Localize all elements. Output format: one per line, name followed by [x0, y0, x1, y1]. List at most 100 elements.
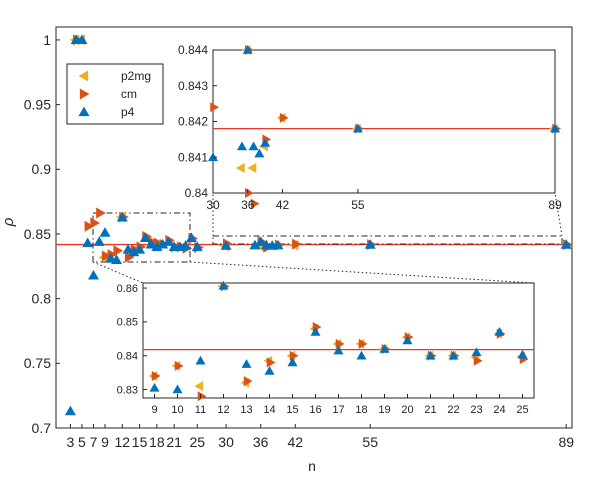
inset-bottom-y-tick-label-0: 0.83 [117, 384, 138, 396]
main-point-p4-16 [157, 238, 169, 249]
main-x-tick-label-7: 21 [166, 434, 182, 450]
inset-bottom-data-points [148, 280, 529, 402]
inset-top-y-tick-label-1: 0.841 [178, 150, 208, 164]
inset-bottom-x-tick-label-16: 25 [516, 404, 528, 416]
inset-top-y-axis: 0.84 0.841 0.842 0.843 0.844 [178, 43, 217, 200]
main-point-p4-22 [191, 241, 203, 252]
inset-top-point-cm-3 [250, 198, 260, 209]
inset-bottom-x-tick-label-9: 18 [355, 404, 367, 416]
inset-bottom-point-p4-14 [471, 347, 482, 357]
main-point-p4-5 [93, 236, 105, 246]
inset-bottom-point-p4-5 [264, 365, 275, 375]
inset-top-point-p4-2 [242, 45, 253, 54]
zoom-region-upper [212, 235, 563, 245]
inset-bottom-x-tick-label-7: 16 [309, 404, 321, 416]
inset-bottom-point-p4-9 [356, 350, 367, 360]
main-point-p4-21 [185, 232, 197, 242]
main-point-p4-14 [145, 238, 157, 249]
main-point-cm-8 [124, 251, 135, 263]
inset-bottom-y-axis: 0.83 0.84 0.85 0.86 [117, 283, 147, 396]
legend-marker-cm [79, 88, 90, 100]
zoom-connectors [92, 192, 563, 284]
x-axis-label: n [308, 458, 316, 474]
legend-marker-p4 [78, 106, 90, 117]
main-x-tick-label-4: 12 [115, 434, 131, 450]
inset-top-point-p2mg-2 [247, 162, 257, 173]
inset-bottom-x-tick-label-1: 10 [171, 404, 183, 416]
main-point-p4-12 [134, 243, 146, 254]
inset-bottom-x-tick-label-8: 17 [332, 404, 344, 416]
main-point-p4-0 [64, 405, 76, 416]
inset-bottom-point-cm-2 [197, 391, 207, 402]
y-axis-label: ρ [0, 217, 17, 227]
main-point-p4-10 [122, 243, 134, 254]
main-point-cm-6 [113, 245, 124, 257]
main-point-p4-8 [111, 254, 123, 264]
inset-bottom-x-tick-label-6: 15 [286, 404, 298, 416]
main-x-tick-label-9: 30 [218, 434, 234, 450]
inset-top-point-p4-1 [236, 141, 247, 151]
inset-bottom-x-tick-label-15: 24 [493, 404, 505, 416]
main-point-p4-28 [272, 239, 284, 250]
inset-bottom-y-tick-label-1: 0.84 [117, 351, 138, 363]
inset-top-point-p4-0 [208, 152, 218, 161]
inset-top-data-points [208, 45, 561, 209]
inset-bottom-point-p4-12 [425, 350, 436, 360]
main-point-cm-1 [84, 220, 95, 232]
inset-bottom-point-cm-6 [289, 350, 299, 361]
main-x-tick-label-11: 42 [287, 434, 303, 450]
main-point-p4-9 [116, 211, 128, 222]
inset-bottom-point-p4-0 [149, 382, 160, 392]
main-x-tick-label-12: 55 [362, 434, 378, 450]
inset-bottom-point-p2mg-2 [194, 381, 204, 392]
main-point-p4-20 [180, 240, 192, 250]
main-x-tick-label-1: 5 [78, 434, 86, 450]
inset-bottom-point-p4-3 [218, 280, 229, 290]
inset-bottom-point-cm-9 [358, 338, 368, 349]
main-data-points [64, 34, 573, 416]
inset-top-point-p4-5 [260, 137, 271, 147]
main-x-tick-label-6: 18 [149, 434, 165, 450]
inset-top-point-cm-5 [279, 112, 289, 123]
main-point-p4-11 [128, 246, 140, 257]
inset-bottom-point-cm-1 [174, 360, 184, 371]
inset-bottom-x-tick-label-0: 9 [151, 404, 157, 416]
inset-bottom-x-tick-label-5: 14 [263, 404, 275, 416]
main-y-tick-label-1: 0.75 [24, 355, 51, 371]
inset-top-point-cm-2 [245, 188, 254, 198]
inset-top-y-tick-label-2: 0.842 [178, 115, 208, 129]
main-point-p4-25 [255, 236, 267, 246]
inset-bottom-point-p4-2 [195, 355, 206, 365]
inset-top-point-p4-7 [550, 123, 560, 133]
inset-bottom-point-p4-10 [379, 343, 390, 353]
main-y-tick-label-4: 0.9 [32, 161, 52, 177]
main-point-p4-4 [87, 269, 99, 280]
main-y-tick-label-2: 0.8 [32, 291, 52, 307]
inset-top-frame [212, 49, 556, 194]
inset-top-point-cm-0 [210, 102, 219, 113]
inset-bottom-point-cm-14 [473, 355, 483, 366]
main-y-tick-label-0: 0.7 [32, 420, 52, 436]
inset-top-x-axis: 30 36 42 55 89 [206, 189, 562, 212]
main-point-p4-6 [99, 227, 111, 237]
inset-bottom-point-cm-5 [266, 357, 276, 368]
inset-top-y-tick-label-3: 0.843 [178, 79, 208, 93]
legend-markers [78, 70, 90, 117]
inset-bottom-x-tick-label-4: 13 [240, 404, 252, 416]
inset-bottom-x-tick-label-3: 12 [217, 404, 229, 416]
main-point-p4-15 [151, 241, 163, 252]
inset-bottom-x-tick-label-12: 21 [424, 404, 436, 416]
inset-top-x-tick-label-4: 89 [548, 198, 562, 212]
connector-bottom-left [92, 261, 144, 284]
main-point-p4-2 [76, 34, 88, 45]
inset-top-x-tick-label-0: 30 [206, 198, 220, 212]
inset-top-point-p4-3 [248, 141, 259, 151]
main-x-axis: 3 5 7 9 12 15 18 21 25 30 36 42 55 89 [67, 424, 574, 450]
inset-bottom-y-tick-label-3: 0.86 [117, 283, 138, 295]
inset-bottom-point-cm-8 [335, 338, 345, 349]
connector-bottom-right [189, 261, 535, 284]
main-x-tick-label-2: 7 [90, 434, 98, 450]
inset-bottom-x-axis: 9 10 11 12 13 14 15 16 17 18 19 20 21 22 23 24 25 [151, 394, 529, 416]
inset-top-point-p4-6 [352, 123, 363, 133]
